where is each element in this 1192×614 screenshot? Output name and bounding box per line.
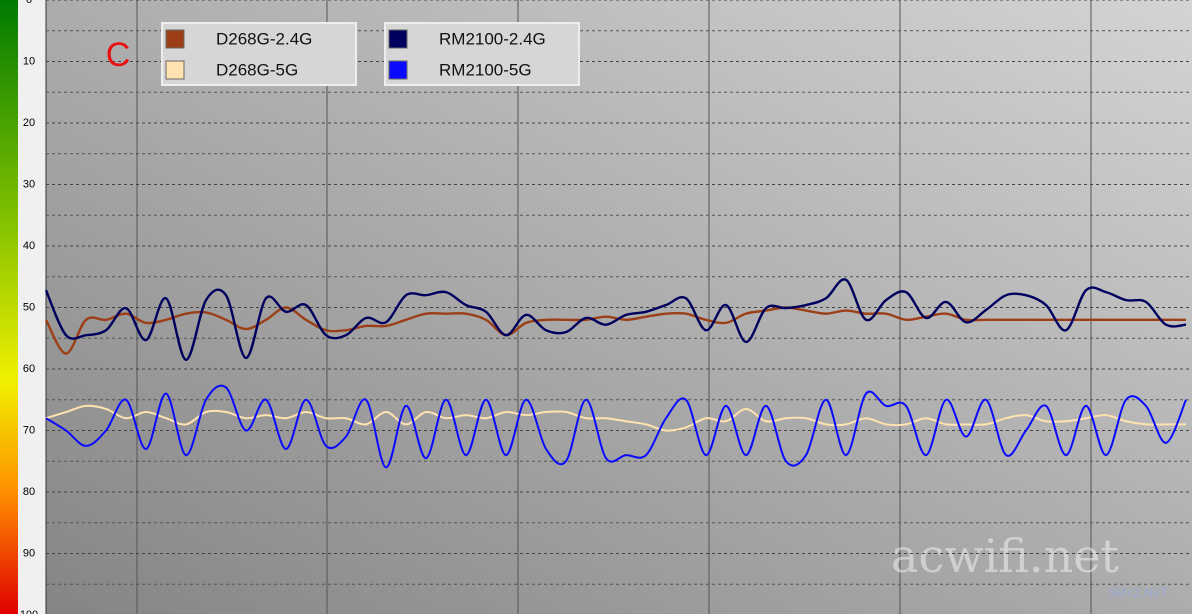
watermark-small: SMYZ.NET xyxy=(1108,586,1169,600)
y-tick-label: 80 xyxy=(23,486,35,498)
legend-label: RM2100-2.4G xyxy=(439,29,546,48)
y-tick-label: 100 xyxy=(20,609,38,614)
y-tick-label: 70 xyxy=(23,424,35,436)
legend-swatch xyxy=(165,29,185,49)
series-line xyxy=(45,384,1187,469)
legend-box xyxy=(161,22,357,86)
y-tick-label: 0 xyxy=(26,0,32,6)
y-tick-label: 50 xyxy=(23,301,35,313)
y-tick-label: 30 xyxy=(23,178,35,190)
y-tick-label: 90 xyxy=(23,547,35,559)
y-tick-label: 60 xyxy=(23,363,35,375)
legend-box xyxy=(384,22,580,86)
watermark: acwifi.net xyxy=(891,529,1119,583)
legend-swatch xyxy=(165,60,185,80)
series-line xyxy=(45,404,1186,432)
legend-swatch xyxy=(388,29,408,49)
legend-label: RM2100-5G xyxy=(439,60,532,79)
legend-label: D268G-2.4G xyxy=(216,29,312,48)
annotation: C xyxy=(106,36,131,74)
series-line xyxy=(44,278,1187,361)
y-tick-label: 10 xyxy=(23,55,35,67)
y-tick-label: 40 xyxy=(23,240,35,252)
signal-scale-bar xyxy=(0,0,18,614)
legend-label: D268G-5G xyxy=(216,60,298,79)
legend-swatch xyxy=(388,60,408,80)
y-tick-label: 20 xyxy=(23,117,35,129)
